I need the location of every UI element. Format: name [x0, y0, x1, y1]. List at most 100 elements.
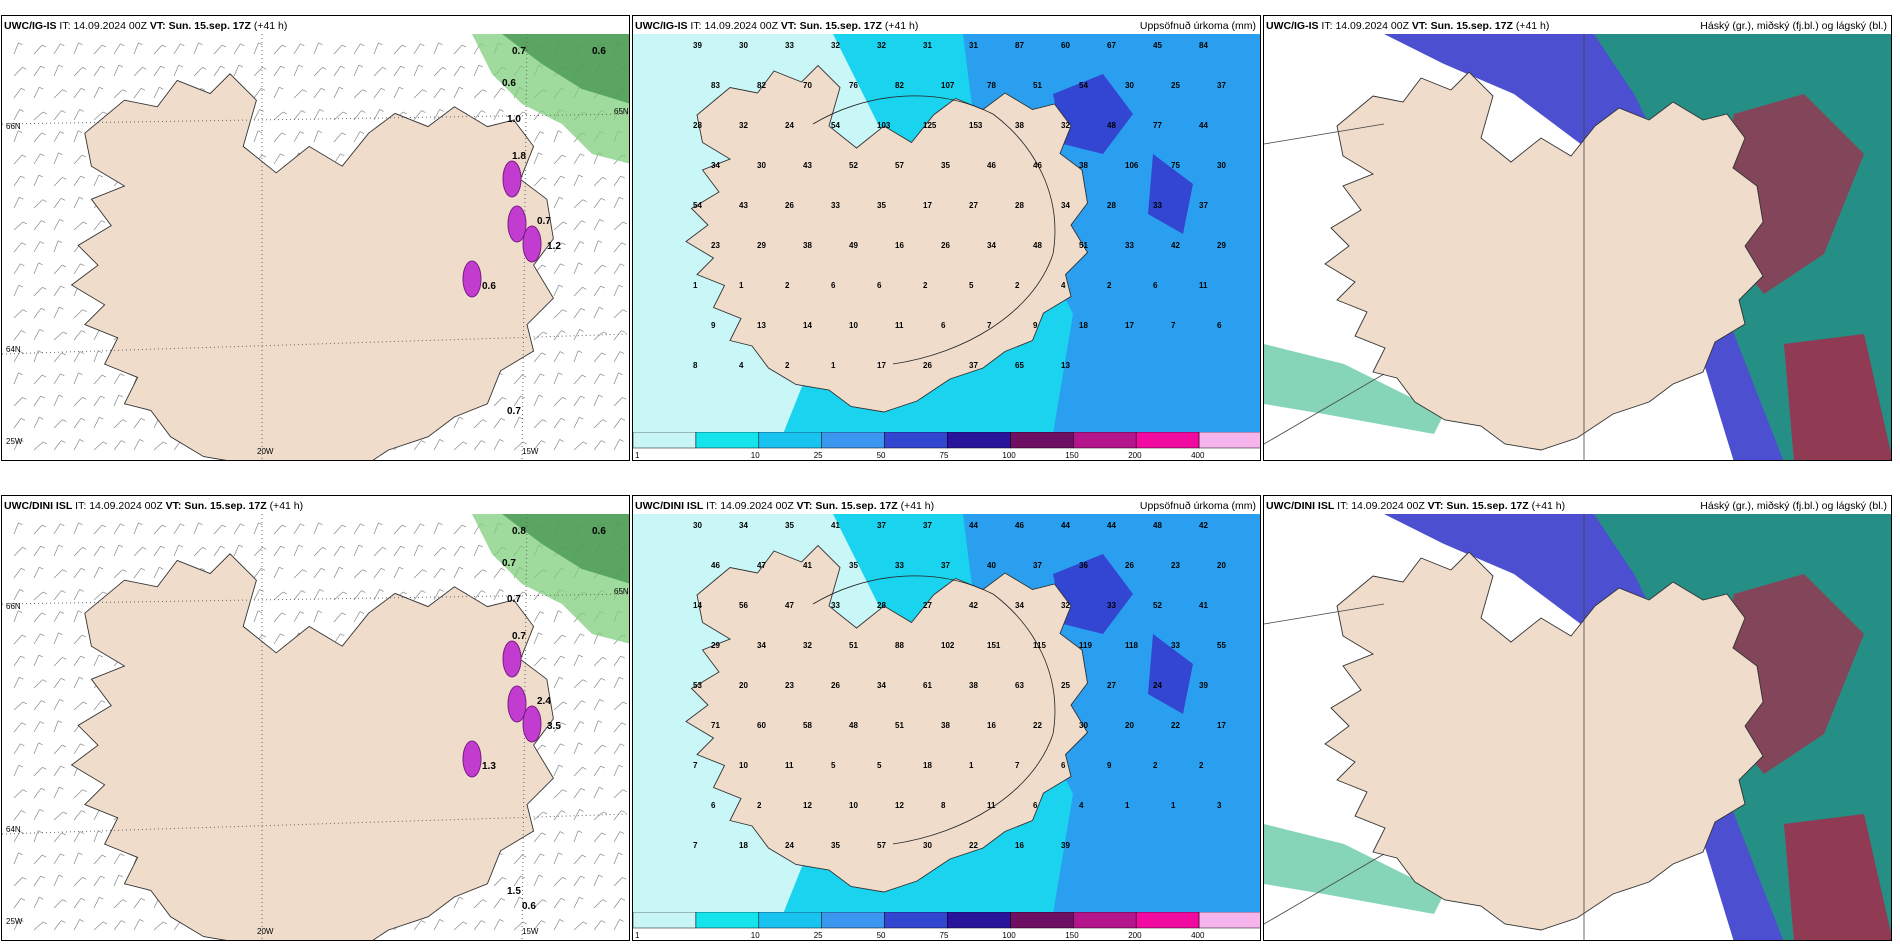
precip-value: 38	[1079, 161, 1088, 170]
grid-label: 65N	[614, 587, 629, 596]
cloud-high-sw	[1264, 824, 1444, 914]
precip-value: 7	[987, 321, 992, 330]
precip-value: 31	[923, 41, 932, 50]
precip-value: 9	[1107, 761, 1112, 770]
precip-shade-heavy	[502, 514, 629, 584]
model-name: UWC/IG-IS	[4, 20, 57, 32]
precip-value: 27	[1107, 681, 1116, 690]
graticule-line	[521, 514, 528, 940]
panel-header: UWC/DINI ISL IT: 14.09.2024 00Z VT: Sun.…	[1266, 500, 1565, 512]
grid-label: 15W	[522, 927, 539, 936]
colorbar-segment	[884, 432, 948, 449]
panel-title: Uppsöfnuð úrkoma (mm)	[1139, 20, 1256, 32]
precip-value: 46	[1015, 521, 1024, 530]
vt-value: Sun. 15.sep. 17Z	[168, 20, 251, 32]
precip-value: 29	[711, 641, 720, 650]
precip-value: 36	[1079, 561, 1088, 570]
graticule-line	[2, 593, 629, 605]
precip-value: 7	[1171, 321, 1176, 330]
precip-value: 28	[1107, 201, 1116, 210]
precip-value: 46	[1033, 161, 1042, 170]
convective-cell	[502, 640, 522, 678]
colorbar-segment	[1135, 912, 1200, 929]
iceland-landmass	[70, 553, 554, 940]
contour-line	[812, 95, 1056, 365]
precip-value: 52	[1153, 601, 1162, 610]
vt-value: Sun. 15.sep. 17Z	[815, 500, 898, 512]
precip-value: 40	[987, 561, 996, 570]
lead-time: (+41 h)	[269, 500, 304, 512]
precip-value: 34	[739, 521, 748, 530]
convective-cell	[507, 685, 527, 723]
precip-value: 33	[831, 201, 840, 210]
precip-value: 75	[1171, 161, 1180, 170]
graticule-line	[2, 113, 629, 125]
precip-value: 5	[831, 761, 836, 770]
precip-value: 32	[803, 641, 812, 650]
colorbar-segment	[1010, 432, 1074, 449]
precip-value: 12	[803, 801, 812, 810]
graticule-line	[2, 813, 629, 835]
precip-value: 37	[941, 561, 950, 570]
cloud-map	[1264, 34, 1891, 460]
precip-value: 33	[831, 601, 840, 610]
it-label: IT:	[706, 500, 718, 512]
contour-line	[812, 575, 1056, 845]
precip-value: 28	[877, 601, 886, 610]
value-label: 0.6	[502, 78, 516, 89]
it-value: 14.09.2024 00Z	[720, 500, 794, 512]
grid-label: 20W	[257, 927, 274, 936]
precip-value: 82	[895, 81, 904, 90]
projection-line	[1264, 853, 1385, 925]
it-label: IT:	[1321, 20, 1333, 32]
value-label: 0.7	[537, 216, 551, 227]
convective-cell	[502, 160, 522, 198]
precip-core	[1148, 634, 1193, 714]
precip-value: 125	[923, 121, 937, 130]
precip-value: 51	[1079, 241, 1088, 250]
precip-value: 54	[1079, 81, 1088, 90]
precip-value: 34	[877, 681, 886, 690]
precip-value: 6	[1033, 801, 1038, 810]
precip-value: 20	[1217, 561, 1226, 570]
colorbar-tick: 25	[814, 451, 823, 460]
it-value: 14.09.2024 00Z	[1351, 500, 1425, 512]
precip-value: 17	[1125, 321, 1134, 330]
precip-value: 43	[739, 201, 748, 210]
precip-value: 60	[757, 721, 766, 730]
precip-value: 55	[1217, 641, 1226, 650]
precip-value: 4	[1061, 281, 1066, 290]
precip-value: 33	[1107, 601, 1116, 610]
colorbar-segment	[758, 912, 822, 929]
precip-value: 24	[785, 841, 794, 850]
colorbar-segment	[1198, 432, 1260, 449]
vt-value: Sun. 15.sep. 17Z	[799, 20, 882, 32]
precip-value: 46	[987, 161, 996, 170]
colorbar-tick: 50	[877, 931, 886, 940]
grid-label: 66N	[6, 122, 21, 131]
precip-value: 35	[785, 521, 794, 530]
precip-value: 84	[1199, 41, 1208, 50]
colorbar-tick: 75	[940, 451, 949, 460]
precip-value: 2	[785, 361, 790, 370]
value-label: 0.7	[507, 594, 521, 605]
precip-value: 16	[1015, 841, 1024, 850]
precip-value: 38	[941, 721, 950, 730]
precip-value: 49	[849, 241, 858, 250]
vt-value: Sun. 15.sep. 17Z	[184, 500, 267, 512]
precip-value: 30	[1125, 81, 1134, 90]
precip-value: 41	[1199, 601, 1208, 610]
cloud-low	[1714, 94, 1864, 294]
precip-value: 33	[1125, 241, 1134, 250]
it-value: 14.09.2024 00Z	[89, 500, 163, 512]
colorbar-segment	[821, 912, 885, 929]
colorbar-tick: 10	[751, 451, 760, 460]
precip-value: 17	[877, 361, 886, 370]
precip-value: 18	[923, 761, 932, 770]
grid-label: 65N	[614, 107, 629, 116]
cloud-high-sw	[1264, 344, 1444, 434]
precip-value: 28	[1015, 201, 1024, 210]
grid-label: 64N	[6, 345, 21, 354]
precip-value: 22	[1033, 721, 1042, 730]
precip-value: 34	[1015, 601, 1024, 610]
